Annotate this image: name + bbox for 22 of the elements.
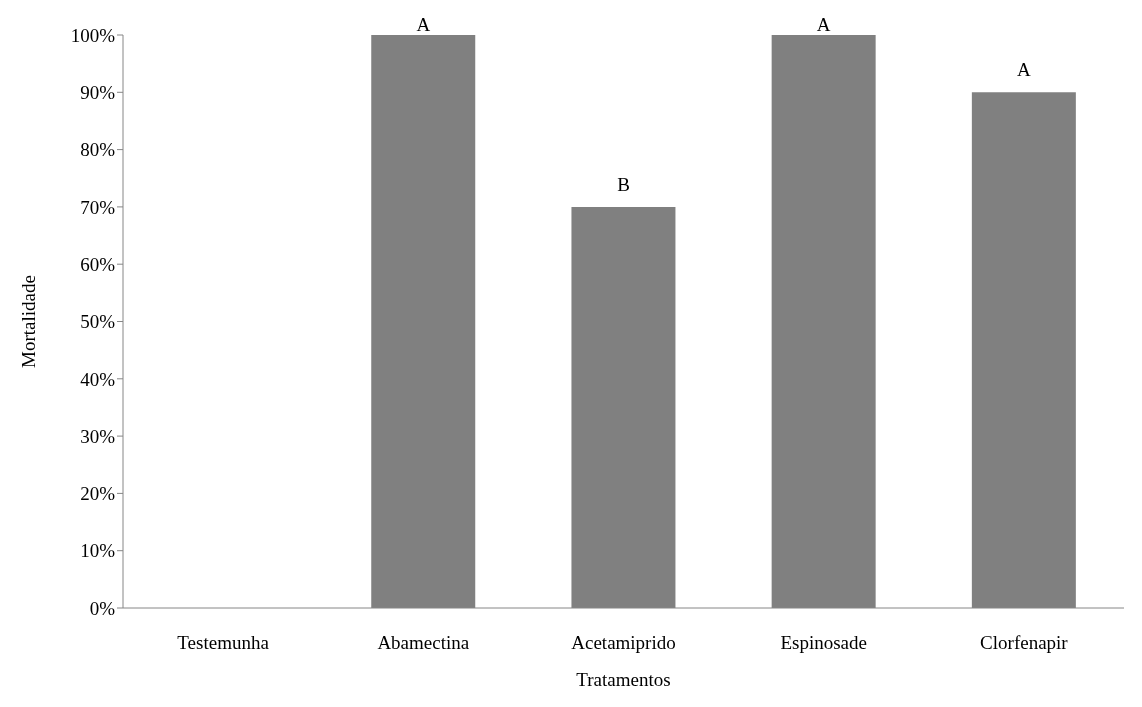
y-tick-label: 40% xyxy=(80,368,116,390)
x-tick-label: Testemunha xyxy=(177,632,270,654)
x-tick-label: Acetamiprido xyxy=(571,632,676,654)
y-tick-label: 60% xyxy=(80,253,116,275)
annotation: B xyxy=(617,173,630,195)
x-tick-label: Espinosade xyxy=(780,632,867,654)
y-tick-label: 30% xyxy=(80,425,116,447)
annotation: A xyxy=(816,14,831,35)
annotation: A xyxy=(416,14,431,35)
y-axis-title: Mortalidade xyxy=(17,275,39,368)
y-tick-label: 50% xyxy=(80,311,116,333)
y-tick-label: 0% xyxy=(89,597,116,619)
y-tick-label: 90% xyxy=(80,82,116,104)
x-axis-title: Tratamentos xyxy=(576,669,671,690)
x-tick-label: Clorfenapir xyxy=(980,632,1069,654)
annotation: A xyxy=(1017,59,1032,81)
x-tick-label: Abamectina xyxy=(377,632,470,654)
y-tick-label: 70% xyxy=(80,196,116,218)
y-tick-label: 100% xyxy=(70,24,116,46)
y-tick-label: 20% xyxy=(80,483,116,505)
y-tick-label: 80% xyxy=(80,139,116,161)
y-tick-label: 10% xyxy=(80,540,116,562)
